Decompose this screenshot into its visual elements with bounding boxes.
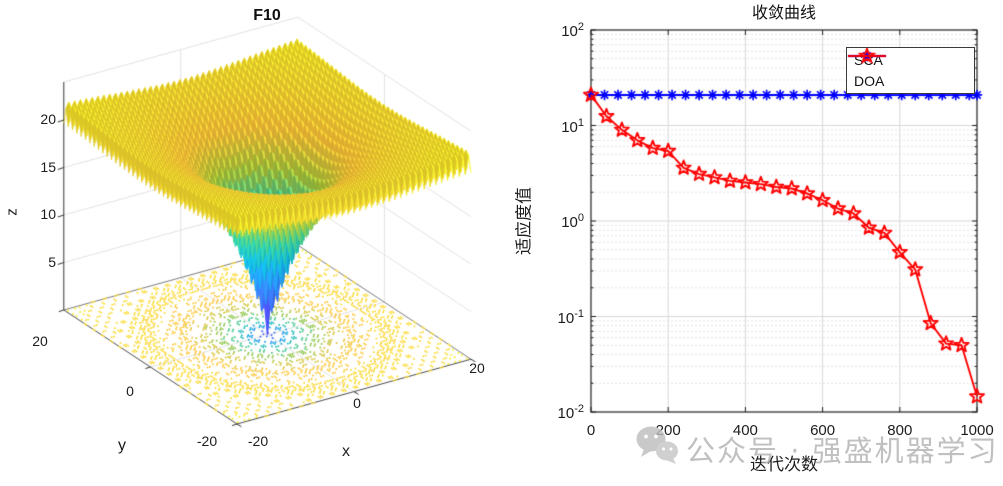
fitness-axis-label: 适应度值 [514, 187, 534, 255]
y-axis-label: y [118, 437, 126, 454]
y-tick-label: 101 [561, 116, 584, 136]
z-tick-15: 15 [40, 159, 56, 175]
legend-label: DOA [854, 73, 885, 90]
y-tick-20: 20 [32, 333, 48, 349]
x-tick-label: 400 [732, 422, 758, 439]
convergence-title: 收敛曲线 [751, 5, 817, 22]
y-tick-label: 102 [561, 21, 584, 40]
x-axis-label: x [342, 443, 350, 460]
x-tick-label: 800 [887, 422, 913, 439]
legend-item-doa: DOA [847, 48, 974, 90]
x-tick-label: 600 [810, 422, 836, 439]
z-tick-20: 20 [40, 111, 56, 127]
surface-title: F10 [253, 7, 281, 24]
x-tick-0: 0 [353, 395, 361, 411]
y-tick-m20: -20 [196, 433, 218, 449]
x-tick-label: 200 [655, 422, 681, 439]
legend-marker-pentagram [847, 48, 887, 64]
y-tick-label: 10-1 [557, 307, 584, 327]
legend-box: SCADOA [846, 47, 975, 94]
z-axis-label: z [3, 208, 21, 216]
iteration-axis-label: 迭代次数 [750, 455, 818, 474]
x-tick-label: 1000 [960, 422, 994, 439]
x-tick-20: 20 [469, 360, 485, 376]
y-tick-label: 100 [561, 212, 584, 231]
y-tick-0: 0 [126, 383, 134, 399]
x-tick-label: 0 [586, 422, 596, 439]
z-tick-10: 10 [40, 206, 56, 222]
y-tick-label: 10-2 [557, 403, 584, 422]
z-tick-5: 5 [48, 254, 56, 270]
x-tick-m20: -20 [247, 433, 269, 449]
